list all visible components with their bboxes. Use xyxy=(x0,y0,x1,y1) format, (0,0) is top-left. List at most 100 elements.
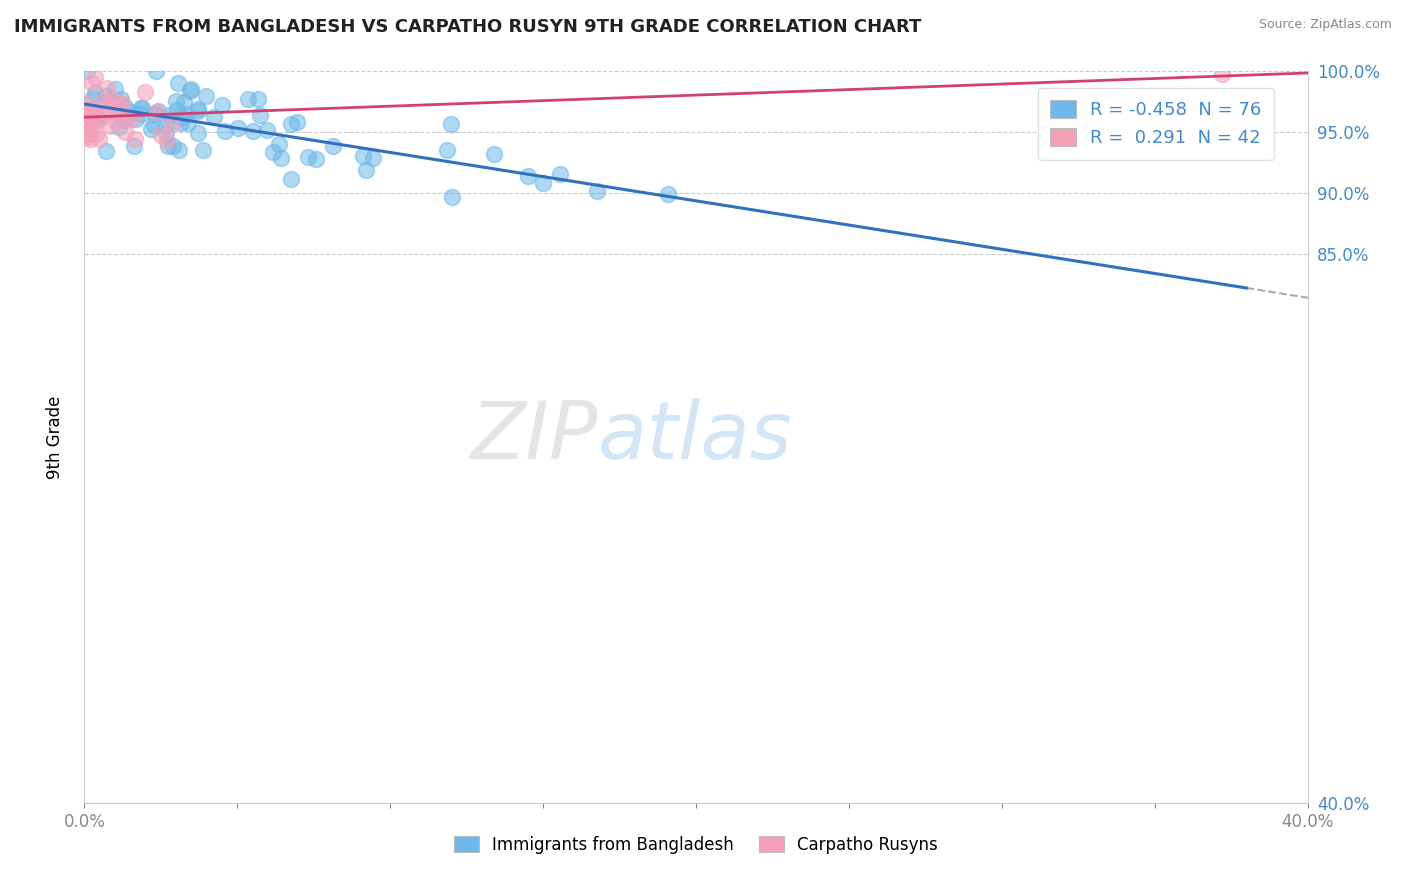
Point xyxy=(155,118,177,132)
Point xyxy=(76,103,98,117)
Point xyxy=(83,109,105,123)
Point xyxy=(96,89,118,103)
Point xyxy=(97,96,120,111)
Point xyxy=(191,143,214,157)
Point xyxy=(173,95,195,110)
Point xyxy=(1211,67,1233,81)
Point xyxy=(121,105,143,120)
Point xyxy=(169,143,191,157)
Point xyxy=(179,84,201,98)
Point xyxy=(112,112,135,127)
Point xyxy=(354,162,377,177)
Point xyxy=(280,116,302,130)
Point xyxy=(236,92,259,106)
Point xyxy=(101,92,124,106)
Point xyxy=(548,167,571,181)
Point xyxy=(110,91,132,105)
Point xyxy=(96,81,118,95)
Point xyxy=(186,126,208,140)
Point xyxy=(114,125,136,139)
Point xyxy=(166,103,188,117)
Point xyxy=(262,145,284,160)
Point xyxy=(361,152,384,166)
Point xyxy=(162,139,184,153)
Point xyxy=(214,124,236,138)
Point xyxy=(131,101,153,115)
Text: Source: ZipAtlas.com: Source: ZipAtlas.com xyxy=(1258,18,1392,31)
Point xyxy=(149,128,172,142)
Point xyxy=(305,152,328,166)
Point xyxy=(280,171,302,186)
Point xyxy=(585,184,607,198)
Text: ZIP: ZIP xyxy=(471,398,598,476)
Point xyxy=(322,139,344,153)
Point xyxy=(352,149,374,163)
Point xyxy=(172,110,194,124)
Point xyxy=(226,121,249,136)
Point xyxy=(98,103,121,117)
Point xyxy=(89,112,111,126)
Point xyxy=(83,107,105,121)
Point xyxy=(531,176,554,190)
Point xyxy=(165,94,187,108)
Point xyxy=(84,127,107,141)
Point xyxy=(94,144,117,158)
Text: atlas: atlas xyxy=(598,398,793,476)
Point xyxy=(80,76,103,90)
Point xyxy=(482,147,505,161)
Point xyxy=(174,106,197,120)
Point xyxy=(167,76,190,90)
Point xyxy=(157,108,180,122)
Point xyxy=(89,111,111,125)
Point xyxy=(84,112,107,126)
Point xyxy=(82,91,104,105)
Point xyxy=(83,87,105,101)
Legend: Immigrants from Bangladesh, Carpatho Rusyns: Immigrants from Bangladesh, Carpatho Rus… xyxy=(447,829,945,860)
Point xyxy=(146,105,169,120)
Point xyxy=(156,134,179,148)
Point xyxy=(80,108,103,122)
Point xyxy=(108,120,131,135)
Point xyxy=(657,186,679,201)
Point xyxy=(114,100,136,114)
Point xyxy=(122,139,145,153)
Y-axis label: 9th Grade: 9th Grade xyxy=(45,395,63,479)
Point xyxy=(76,97,98,112)
Point xyxy=(440,117,463,131)
Point xyxy=(170,116,193,130)
Point xyxy=(104,103,127,118)
Point xyxy=(79,132,101,146)
Point xyxy=(110,96,132,111)
Point xyxy=(211,98,233,112)
Point xyxy=(129,101,152,115)
Point xyxy=(90,95,112,109)
Point xyxy=(440,190,463,204)
Point xyxy=(100,120,122,134)
Point xyxy=(76,128,98,142)
Point xyxy=(107,104,129,119)
Point xyxy=(194,89,217,103)
Point xyxy=(82,103,104,118)
Point xyxy=(125,112,148,127)
Point xyxy=(76,112,98,126)
Point xyxy=(256,122,278,136)
Point xyxy=(139,122,162,136)
Point xyxy=(157,139,180,153)
Point xyxy=(162,117,184,131)
Point xyxy=(202,110,225,124)
Point xyxy=(76,118,98,132)
Point xyxy=(436,144,458,158)
Point xyxy=(76,127,98,141)
Point xyxy=(82,120,104,135)
Point xyxy=(285,115,308,129)
Point xyxy=(143,118,166,132)
Point xyxy=(247,91,270,105)
Point xyxy=(143,107,166,121)
Point xyxy=(104,82,127,96)
Point xyxy=(77,121,100,136)
Point xyxy=(187,104,209,119)
Point xyxy=(76,64,98,78)
Point xyxy=(84,109,107,123)
Point xyxy=(146,103,169,118)
Point xyxy=(242,124,264,138)
